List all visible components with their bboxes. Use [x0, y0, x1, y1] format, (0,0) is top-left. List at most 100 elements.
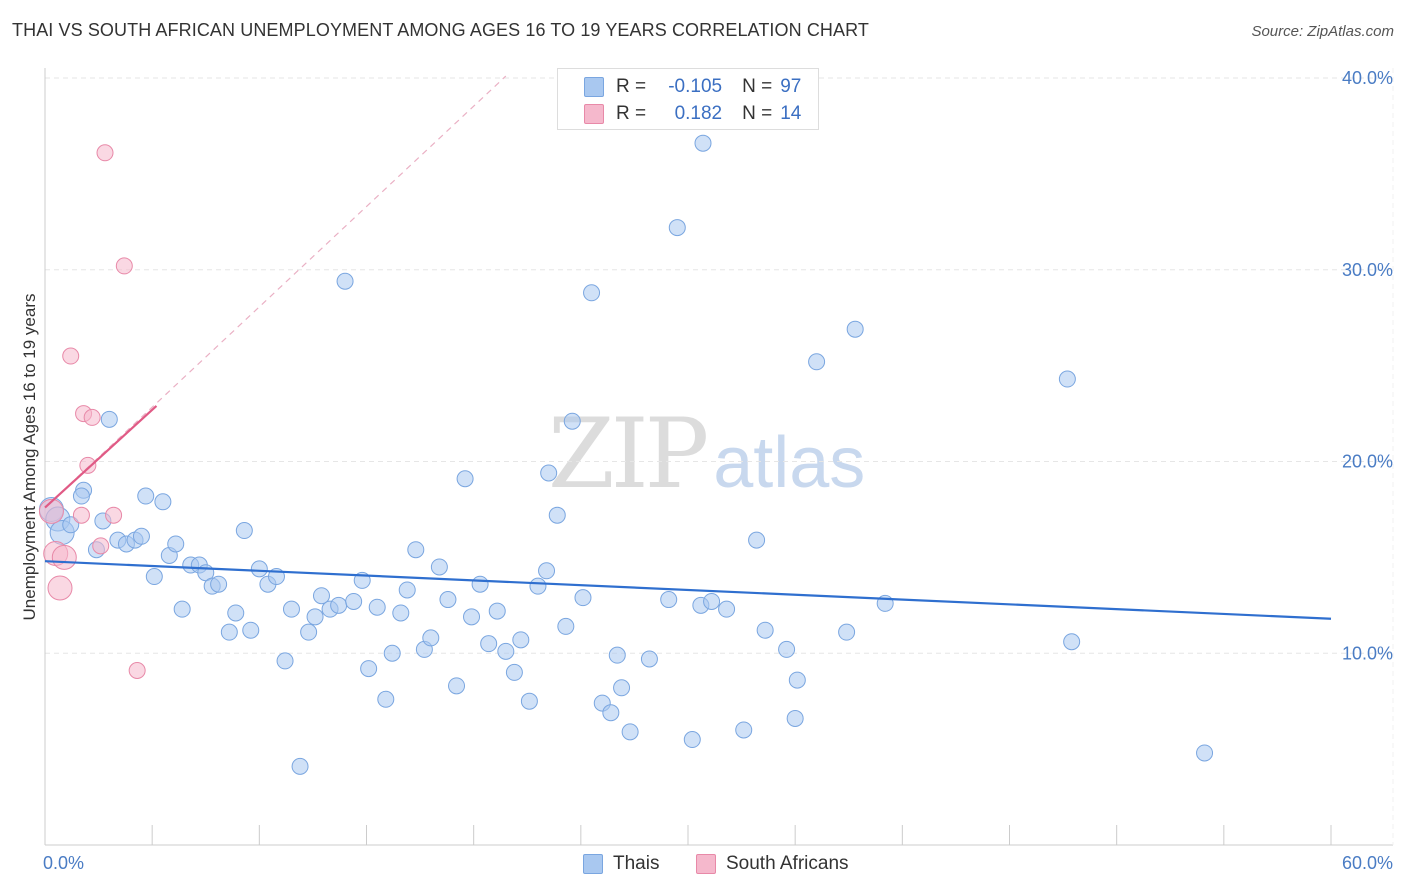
thais-point — [540, 464, 558, 482]
south-africans-point — [92, 537, 110, 555]
thais-point — [488, 602, 506, 620]
thais-point — [608, 646, 626, 664]
thais-point — [529, 577, 547, 595]
south-africans-point — [83, 408, 101, 426]
series-legend-label-south-africans: South Africans — [726, 853, 849, 874]
thais-point — [463, 608, 481, 626]
chart-source: Source: ZipAtlas.com — [1251, 23, 1394, 40]
thais-point — [846, 320, 864, 338]
thais-point — [1058, 370, 1076, 388]
thais-point — [668, 219, 686, 237]
south-africans-point — [62, 347, 80, 365]
south-africans-point — [72, 506, 90, 524]
thais-point — [602, 704, 620, 722]
legend-r-label: R = — [616, 76, 647, 97]
legend-n-label: N = — [742, 103, 773, 124]
thais-point — [345, 592, 363, 610]
south-africans-point — [79, 456, 97, 474]
thais-point — [383, 644, 401, 662]
x-tick-label: 60.0% — [1342, 853, 1393, 873]
south-africans-point — [105, 506, 123, 524]
y-tick-label: 10.0% — [1342, 643, 1393, 663]
thais-point — [276, 652, 294, 670]
legend-swatch-south-africans — [584, 104, 604, 124]
thais-point — [439, 591, 457, 609]
thais-point — [748, 531, 766, 549]
series-legend-south-africans: South Africans — [696, 851, 849, 877]
legend-n-value-south-africans: 14 — [780, 103, 802, 124]
thais-point — [1063, 633, 1081, 651]
chart-title: THAI VS SOUTH AFRICAN UNEMPLOYMENT AMONG… — [12, 20, 869, 40]
series-legend-swatch-thais — [583, 854, 603, 874]
thais-point — [210, 575, 228, 593]
thais-point — [1196, 744, 1214, 762]
series-legend-swatch-south-africans — [696, 854, 716, 874]
legend-swatch-thais — [584, 77, 604, 97]
thais-point — [548, 506, 566, 524]
thais-point — [282, 600, 300, 618]
thais-point — [227, 604, 245, 622]
thais-point — [583, 284, 601, 302]
thais-point — [497, 642, 515, 660]
legend-r-label: R = — [616, 103, 647, 124]
thais-point — [838, 623, 856, 641]
thais-point — [291, 757, 309, 775]
thais-point — [137, 487, 155, 505]
y-tick-label: 30.0% — [1342, 260, 1393, 280]
thais-point — [306, 608, 324, 626]
thais-point — [512, 631, 530, 649]
thais-point — [574, 589, 592, 607]
thais-point — [718, 600, 736, 618]
thais-point — [145, 568, 163, 586]
series-legend-thais: Thais — [583, 851, 659, 877]
thais-point — [407, 541, 425, 559]
thais-point — [250, 560, 268, 578]
thais-point — [154, 493, 172, 511]
south-africans-point — [38, 498, 64, 524]
thais-point — [167, 535, 185, 553]
x-tick-label: 0.0% — [43, 853, 84, 873]
legend-r-value-thais: -0.105 — [668, 76, 723, 97]
thais-point — [422, 629, 440, 647]
thais-point — [360, 660, 378, 678]
thais-point — [448, 677, 466, 695]
south-africans-point — [47, 575, 73, 601]
legend-row-south-africans: R = 0.182 N = 14 — [558, 101, 801, 127]
thais-point — [756, 621, 774, 639]
thais-point — [72, 487, 90, 505]
thais-point — [808, 353, 826, 371]
south-africans-point — [96, 144, 114, 162]
thais-point — [557, 617, 575, 635]
thais-point — [100, 410, 118, 428]
thais-point — [660, 591, 678, 609]
thais-point — [62, 516, 80, 534]
south-africans-trend-extension — [44, 75, 507, 508]
thais-point — [505, 663, 523, 681]
thais-point — [392, 604, 410, 622]
south-africans-point — [51, 544, 77, 570]
thais-point — [621, 723, 639, 741]
thais-point — [312, 587, 330, 605]
thais-point — [456, 470, 474, 488]
thais-point — [563, 412, 581, 430]
thais-trend-line — [44, 560, 1332, 620]
thais-point — [220, 623, 238, 641]
thais-point — [336, 272, 354, 290]
thais-point — [480, 635, 498, 653]
legend-n-value-thais: 97 — [780, 76, 802, 97]
thais-point — [300, 623, 318, 641]
thais-point — [703, 592, 721, 610]
legend-n-label: N = — [742, 76, 773, 97]
thais-point — [368, 598, 386, 616]
thais-point — [735, 721, 753, 739]
legend-row-thais: R = -0.105 N = 97 — [558, 74, 801, 100]
legend-r-value-south-africans: 0.182 — [674, 103, 723, 124]
thais-point — [694, 134, 712, 152]
thais-point — [235, 522, 253, 540]
thais-point — [173, 600, 191, 618]
correlation-legend: R = -0.105 N = 97 R = 0.182 N = 14 — [557, 68, 819, 130]
thais-point — [330, 596, 348, 614]
thais-point — [683, 731, 701, 749]
thais-point — [640, 650, 658, 668]
